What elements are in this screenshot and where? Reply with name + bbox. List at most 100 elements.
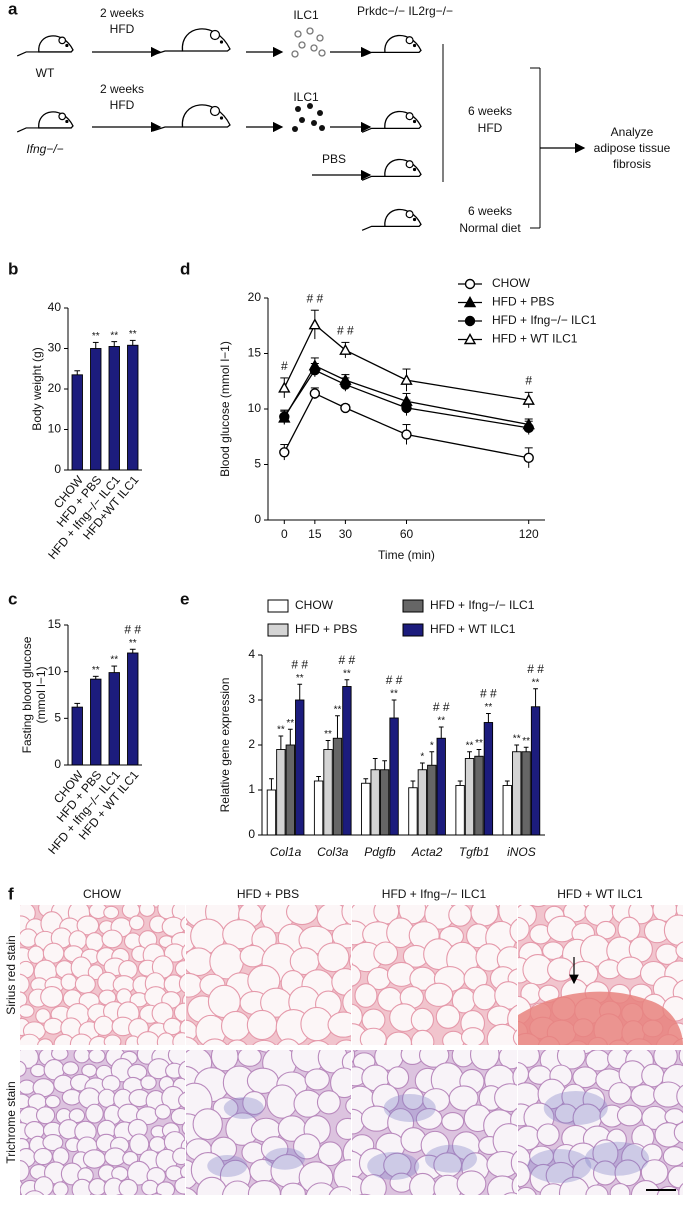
tissue-cell: [156, 1181, 176, 1195]
bar: [108, 672, 120, 766]
tissue-cell: [73, 1050, 91, 1064]
treatment-label: HFD: [110, 22, 135, 36]
tissue-cell: [101, 929, 123, 949]
tissue-cell: [614, 1159, 642, 1187]
mouse-body: [384, 110, 422, 130]
x-tick-label: Pdgfb: [364, 845, 396, 859]
tissue-cell: [237, 1050, 262, 1067]
bar: [127, 652, 139, 766]
legend-marker: [463, 333, 477, 345]
tissue-cell: [358, 1193, 371, 1195]
tissue-cell: [317, 885, 341, 905]
bar: [379, 769, 390, 836]
x-tick-label: 120: [519, 527, 539, 541]
tissue-cell: [130, 1197, 144, 1212]
mouse-eye: [65, 43, 69, 48]
tissue-cell: [595, 920, 617, 940]
tissue-cell: [165, 1198, 182, 1212]
legend-swatch: [267, 599, 289, 613]
tissue-cell: [644, 888, 663, 903]
marker: [309, 364, 321, 376]
tissue-cell: [167, 905, 183, 908]
mouse-ear: [209, 105, 221, 117]
tissue-cell: [511, 1174, 517, 1195]
tissue-cell: [227, 1039, 248, 1045]
tissue-cell: [172, 1147, 185, 1166]
histology-image: [186, 1050, 351, 1195]
mouse-ear: [405, 160, 414, 169]
bar: [108, 346, 120, 471]
bar: [408, 787, 418, 836]
x-tick-label: Acta2: [411, 845, 443, 859]
tissue-cell: [172, 877, 199, 902]
cell-icon: [295, 106, 301, 112]
tissue-cell: [330, 1067, 351, 1099]
collagen-stain: [425, 1144, 477, 1173]
y-tick-label: 15: [48, 617, 62, 631]
tissue-cell: [344, 905, 351, 906]
mouse-body: [384, 34, 422, 54]
tissue-cell: [82, 1149, 106, 1169]
tissue-cell: [378, 1198, 399, 1215]
tissue-cell: [93, 1015, 114, 1036]
marker: [340, 379, 351, 390]
x-tick-label: 30: [339, 527, 353, 541]
legend-label: HFD + Ifng−/− ILC1: [430, 598, 535, 612]
y-tick-label: 0: [54, 462, 61, 476]
tissue-cell: [85, 932, 105, 952]
tissue-cell: [266, 1084, 298, 1119]
bar: [342, 686, 352, 836]
legend-marker: [464, 278, 476, 290]
column-label: HFD + PBS: [237, 887, 299, 901]
panel-label: f: [8, 884, 14, 903]
tissue-cell: [354, 983, 378, 1008]
tissue-cell: [163, 1017, 182, 1036]
tissue-cell: [546, 915, 578, 943]
bar: [370, 769, 380, 836]
hash-label: # #: [433, 700, 450, 714]
tissue-cell: [186, 1187, 198, 1195]
bar: [512, 751, 522, 836]
mouse-eye: [219, 40, 224, 44]
y-tick-label: 10: [48, 664, 62, 678]
tissue-cell: [62, 1061, 80, 1076]
mouse-ear: [405, 112, 414, 121]
histology-image: [1, 905, 185, 1051]
tissue-cell: [76, 1196, 95, 1215]
tissue-cell: [44, 1094, 61, 1109]
collagen-stain: [223, 1097, 264, 1119]
tissue-cell: [221, 1180, 254, 1195]
significance-label: **: [390, 689, 398, 700]
tissue-cell: [280, 1182, 306, 1195]
tissue-cell: [24, 1190, 45, 1195]
bar: [427, 764, 437, 836]
tissue-cell: [335, 1117, 351, 1140]
mouse-eye: [412, 119, 417, 124]
mouse-tail: [152, 126, 183, 132]
donor-label: WT: [36, 66, 55, 80]
tissue-cell: [88, 1050, 106, 1064]
hash-label: #: [525, 374, 532, 388]
tissue-cell: [507, 879, 537, 904]
tissue-cell: [212, 1097, 239, 1120]
tissue-cell: [76, 915, 100, 936]
tissue-cell: [486, 1023, 517, 1045]
tissue-cell: [178, 1091, 185, 1109]
tissue-cell: [45, 1196, 59, 1209]
mouse-body: [384, 158, 422, 178]
tissue-cell: [138, 905, 156, 917]
tissue-cell: [373, 941, 399, 966]
tissue-cell: [616, 1104, 643, 1127]
row-label: Trichrome stain: [4, 1081, 18, 1163]
tissue-cell: [418, 1050, 450, 1068]
marker: [401, 402, 412, 414]
tissue-cell: [530, 905, 547, 908]
tissue-cell: [103, 1034, 122, 1045]
tissue-cell: [1, 1037, 19, 1051]
hash-label: # #: [339, 653, 356, 667]
significance-label: **: [286, 718, 294, 729]
y-tick-label: 2: [248, 737, 255, 751]
histology: [1, 877, 683, 1215]
bar: [332, 737, 343, 836]
tissue-cell: [68, 1108, 86, 1124]
